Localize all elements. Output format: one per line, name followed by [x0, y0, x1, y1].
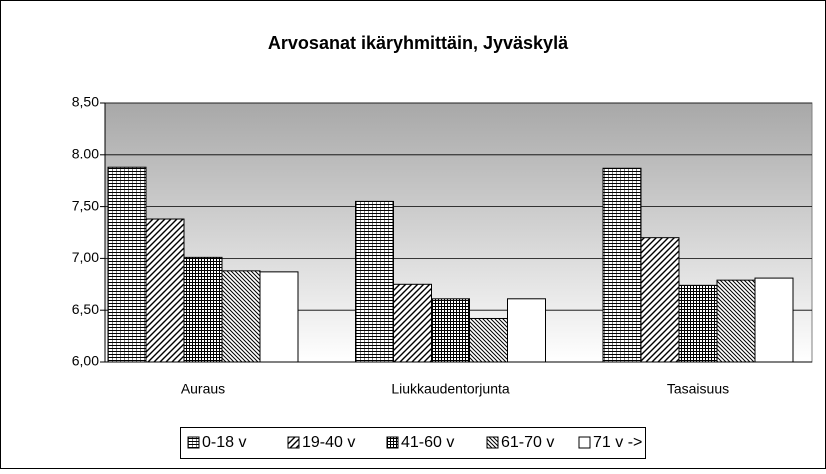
legend-swatch: [486, 436, 499, 449]
bar: [716, 279, 756, 363]
legend-swatch: [187, 436, 200, 449]
bar: [107, 166, 147, 363]
bar: [393, 283, 432, 363]
bar: [259, 271, 299, 363]
y-tick-label: 7,00: [72, 249, 99, 265]
bar: [431, 298, 470, 363]
y-tick-label: 7,50: [72, 197, 99, 213]
y-tick-label: 8.00: [72, 146, 99, 162]
bar: [507, 298, 546, 363]
x-tick-label: Tasaisuus: [667, 381, 729, 397]
x-tick-label: Auraus: [181, 381, 225, 397]
legend-label: 41-60 v: [401, 434, 454, 451]
bar: [183, 256, 223, 363]
bar: [640, 237, 680, 363]
y-tick-label: 8,50: [72, 94, 99, 110]
bar: [678, 284, 718, 363]
bar: [145, 218, 185, 363]
chart-title: Arvosanat ikäryhmittäin, Jyväskylä: [268, 33, 569, 53]
legend-label: 61-70 v: [501, 434, 554, 451]
legend-label: 0-18 v: [202, 434, 246, 451]
bar: [602, 167, 642, 363]
legend-swatch: [578, 436, 591, 449]
x-tick-label: Liukkaudentorjunta: [391, 381, 510, 397]
legend-label: 71 v ->: [593, 434, 642, 451]
bar: [221, 270, 261, 363]
legend-label: 19-40 v: [302, 434, 355, 451]
y-tick-label: 6,00: [72, 353, 99, 369]
legend-swatch: [287, 436, 300, 449]
bar: [469, 317, 508, 363]
y-tick-label: 6,50: [72, 301, 99, 317]
bar: [355, 200, 394, 363]
legend-swatch: [386, 436, 399, 449]
bar: [754, 277, 794, 363]
legend: [180, 427, 646, 459]
